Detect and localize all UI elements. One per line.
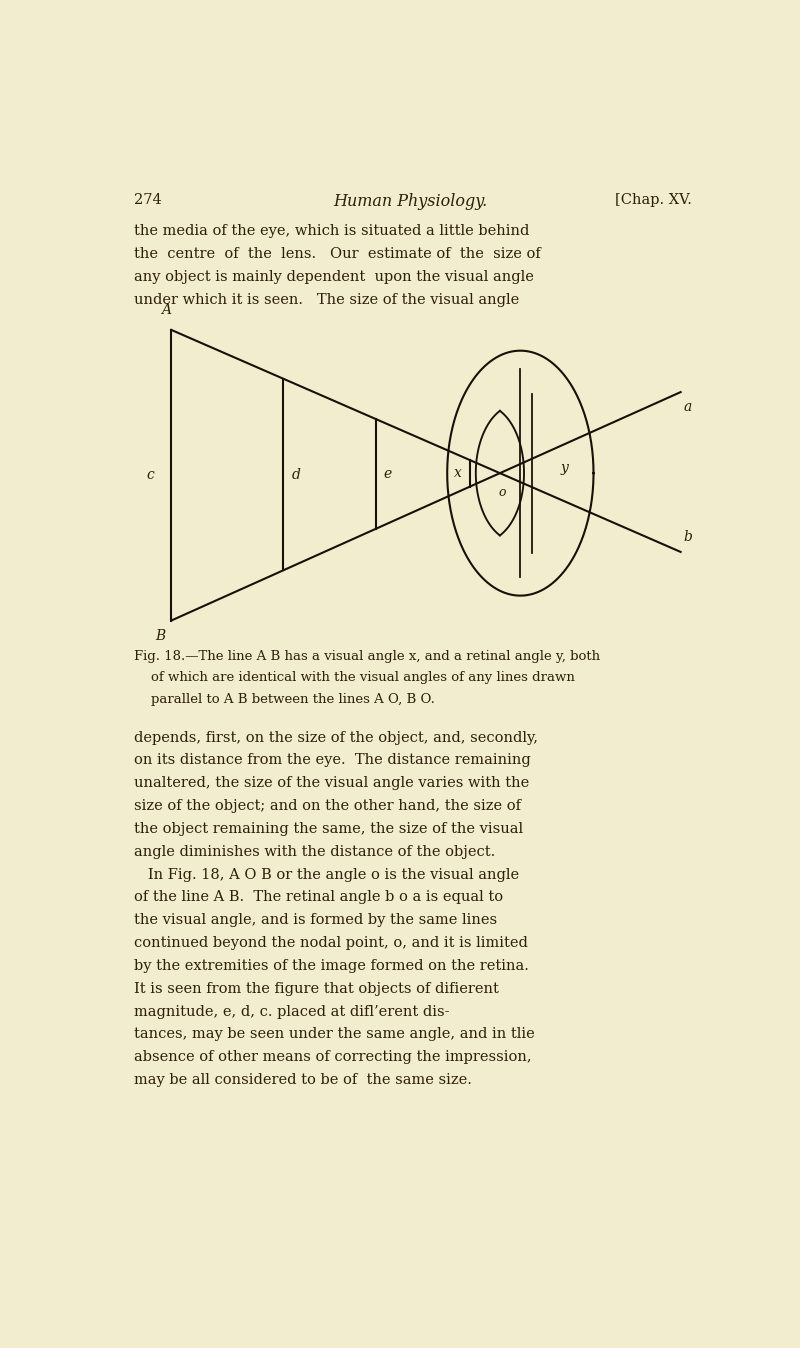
Text: It is seen from the figure that objects of difierent: It is seen from the figure that objects …: [134, 981, 499, 996]
Text: by the extremities of the image formed on the retina.: by the extremities of the image formed o…: [134, 958, 529, 973]
Text: magnitude, e, d, c. placed at difl’erent dis-: magnitude, e, d, c. placed at difl’erent…: [134, 1004, 450, 1019]
Text: c: c: [146, 468, 154, 483]
Text: x: x: [454, 466, 462, 480]
Text: unaltered, the size of the visual angle varies with the: unaltered, the size of the visual angle …: [134, 776, 530, 790]
Text: d: d: [291, 468, 301, 481]
Text: of the line A B.  The retinal angle b o a is equal to: of the line A B. The retinal angle b o a…: [134, 891, 503, 905]
Text: the  centre  of  the  lens.   Our  estimate of  the  size of: the centre of the lens. Our estimate of …: [134, 247, 541, 262]
Text: a: a: [684, 400, 692, 414]
Text: under which it is seen.   The size of the visual angle: under which it is seen. The size of the …: [134, 293, 519, 306]
Text: 274: 274: [134, 193, 162, 206]
Text: size of the object; and on the other hand, the size of: size of the object; and on the other han…: [134, 799, 521, 813]
Text: Human Physiology.: Human Physiology.: [333, 193, 487, 210]
Text: o: o: [498, 485, 506, 499]
Text: y: y: [561, 461, 569, 474]
Text: any object is mainly dependent  upon the visual angle: any object is mainly dependent upon the …: [134, 270, 534, 283]
Text: A: A: [162, 303, 171, 318]
Text: parallel to A B between the lines A O, B O.: parallel to A B between the lines A O, B…: [134, 693, 435, 706]
Text: of which are identical with the visual angles of any lines drawn: of which are identical with the visual a…: [134, 671, 575, 685]
Text: Fig. 18.—The line A B has a visual angle x, and a retinal angle y, both: Fig. 18.—The line A B has a visual angle…: [134, 650, 600, 663]
Text: absence of other means of correcting the impression,: absence of other means of correcting the…: [134, 1050, 532, 1065]
Text: In Fig. 18, A O B or the angle o is the visual angle: In Fig. 18, A O B or the angle o is the …: [134, 868, 519, 882]
Text: B: B: [155, 628, 166, 643]
Text: may be all considered to be of  the same size.: may be all considered to be of the same …: [134, 1073, 472, 1086]
Text: b: b: [684, 530, 693, 543]
Text: tances, may be seen under the same angle, and in tlie: tances, may be seen under the same angle…: [134, 1027, 535, 1042]
Text: the visual angle, and is formed by the same lines: the visual angle, and is formed by the s…: [134, 913, 498, 927]
Text: e: e: [383, 466, 391, 481]
Text: angle diminishes with the distance of the object.: angle diminishes with the distance of th…: [134, 845, 495, 859]
Text: depends, first, on the size of the object, and, secondly,: depends, first, on the size of the objec…: [134, 731, 538, 744]
Text: the media of the eye, which is situated a little behind: the media of the eye, which is situated …: [134, 224, 530, 239]
Text: the object remaining the same, the size of the visual: the object remaining the same, the size …: [134, 822, 523, 836]
Text: continued beyond the nodal point, o, and it is limited: continued beyond the nodal point, o, and…: [134, 936, 528, 950]
Text: [Chap. XV.: [Chap. XV.: [615, 193, 692, 206]
Text: on its distance from the eye.  The distance remaining: on its distance from the eye. The distan…: [134, 754, 531, 767]
